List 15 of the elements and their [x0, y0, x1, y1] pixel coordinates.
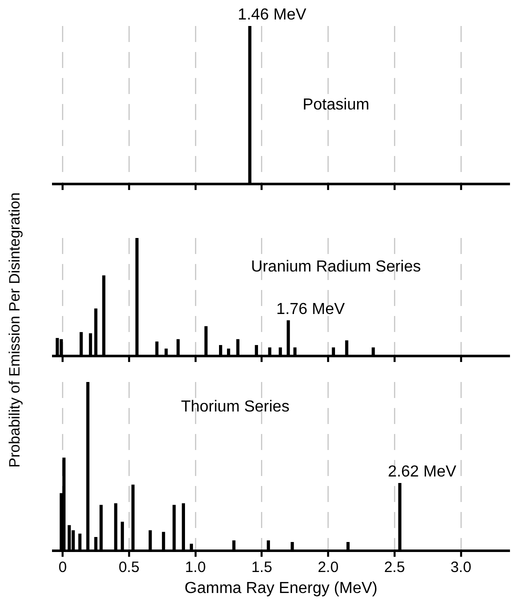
y-axis-title: Probability of Emission Per Disintegration [6, 192, 24, 468]
text: Potasium [302, 96, 370, 114]
x-tick-label: 2.5 [384, 558, 405, 576]
x-tick-label: 0 [58, 558, 67, 576]
x-tick-label: 3.0 [450, 558, 472, 576]
x-tick-label: 0.5 [118, 558, 140, 576]
x-tick-label: 2.0 [318, 558, 339, 576]
x-tick-label: 1.5 [251, 558, 272, 576]
annotation: 1.46 MeV [238, 6, 307, 24]
annotation: 1.76 MeV [276, 301, 346, 318]
annotation: 2.62 MeV [388, 464, 457, 481]
text: Thorium Series [180, 398, 290, 416]
x-axis-title: Gamma Ray Energy (MeV) [184, 580, 378, 597]
x-tick-label: 1.0 [184, 558, 206, 576]
text: Uranium Radium Series [251, 258, 421, 276]
